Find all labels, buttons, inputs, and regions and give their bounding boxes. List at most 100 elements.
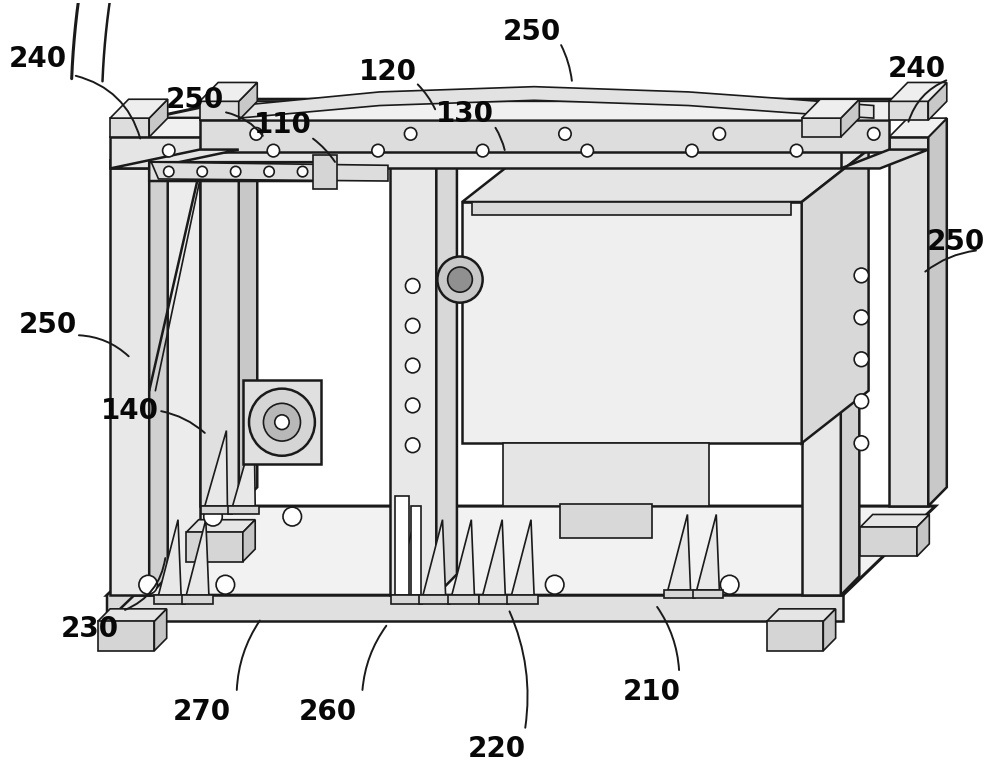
Circle shape bbox=[264, 167, 274, 177]
Polygon shape bbox=[200, 101, 908, 120]
Circle shape bbox=[713, 127, 726, 140]
Circle shape bbox=[405, 438, 420, 453]
Polygon shape bbox=[200, 82, 257, 101]
Circle shape bbox=[405, 398, 420, 412]
Circle shape bbox=[297, 167, 308, 177]
Polygon shape bbox=[511, 520, 534, 595]
Circle shape bbox=[854, 436, 869, 450]
Polygon shape bbox=[802, 141, 859, 160]
Polygon shape bbox=[233, 430, 255, 506]
Polygon shape bbox=[664, 590, 695, 598]
Polygon shape bbox=[823, 609, 836, 651]
Circle shape bbox=[263, 403, 300, 441]
Polygon shape bbox=[110, 118, 859, 137]
Polygon shape bbox=[110, 118, 149, 137]
Polygon shape bbox=[110, 150, 239, 168]
Polygon shape bbox=[479, 595, 509, 604]
Circle shape bbox=[197, 167, 207, 177]
Polygon shape bbox=[767, 609, 836, 621]
Polygon shape bbox=[200, 139, 239, 506]
Polygon shape bbox=[98, 621, 154, 651]
Circle shape bbox=[559, 127, 571, 140]
Polygon shape bbox=[149, 99, 168, 137]
Polygon shape bbox=[239, 120, 257, 506]
Polygon shape bbox=[149, 162, 323, 181]
Polygon shape bbox=[507, 595, 538, 604]
Polygon shape bbox=[423, 520, 446, 595]
Circle shape bbox=[448, 267, 472, 292]
Polygon shape bbox=[110, 160, 149, 595]
Circle shape bbox=[231, 167, 241, 177]
Circle shape bbox=[283, 507, 302, 526]
Polygon shape bbox=[200, 120, 257, 139]
Polygon shape bbox=[483, 520, 505, 595]
Polygon shape bbox=[802, 150, 869, 443]
Polygon shape bbox=[107, 506, 200, 621]
Polygon shape bbox=[462, 202, 802, 443]
Circle shape bbox=[854, 268, 869, 283]
Polygon shape bbox=[503, 443, 709, 506]
Circle shape bbox=[581, 144, 593, 157]
Polygon shape bbox=[889, 137, 928, 506]
Circle shape bbox=[854, 310, 869, 325]
Polygon shape bbox=[841, 141, 859, 595]
Circle shape bbox=[139, 575, 157, 594]
Polygon shape bbox=[928, 82, 947, 120]
Polygon shape bbox=[186, 520, 255, 532]
Polygon shape bbox=[182, 595, 213, 604]
Polygon shape bbox=[860, 527, 917, 557]
Text: 240: 240 bbox=[9, 45, 67, 73]
Circle shape bbox=[163, 144, 175, 157]
Text: 250: 250 bbox=[19, 311, 77, 338]
Polygon shape bbox=[243, 380, 321, 464]
Circle shape bbox=[476, 144, 489, 157]
Polygon shape bbox=[889, 118, 947, 137]
Circle shape bbox=[372, 144, 384, 157]
Circle shape bbox=[216, 575, 235, 594]
Polygon shape bbox=[391, 595, 422, 604]
Polygon shape bbox=[462, 150, 869, 202]
Polygon shape bbox=[889, 82, 947, 101]
Circle shape bbox=[854, 352, 869, 367]
Circle shape bbox=[790, 144, 803, 157]
Text: 250: 250 bbox=[927, 228, 985, 256]
Text: 210: 210 bbox=[622, 678, 680, 705]
Polygon shape bbox=[436, 116, 457, 595]
Circle shape bbox=[204, 507, 222, 526]
Circle shape bbox=[249, 389, 315, 456]
Text: 250: 250 bbox=[165, 86, 224, 114]
Polygon shape bbox=[560, 504, 652, 537]
Circle shape bbox=[437, 257, 483, 303]
Polygon shape bbox=[243, 520, 255, 561]
Polygon shape bbox=[313, 155, 337, 190]
Polygon shape bbox=[767, 621, 823, 651]
Circle shape bbox=[164, 167, 174, 177]
Circle shape bbox=[868, 127, 880, 140]
Polygon shape bbox=[697, 514, 719, 590]
Text: 120: 120 bbox=[359, 58, 417, 86]
Polygon shape bbox=[107, 595, 843, 621]
Text: 130: 130 bbox=[436, 100, 494, 128]
Circle shape bbox=[250, 127, 262, 140]
Circle shape bbox=[720, 575, 739, 594]
Polygon shape bbox=[390, 116, 457, 137]
Polygon shape bbox=[186, 520, 209, 595]
Circle shape bbox=[545, 575, 564, 594]
Polygon shape bbox=[693, 590, 723, 598]
Text: 220: 220 bbox=[468, 736, 526, 763]
Polygon shape bbox=[889, 101, 928, 120]
Polygon shape bbox=[201, 506, 232, 514]
Polygon shape bbox=[154, 609, 167, 651]
Polygon shape bbox=[841, 150, 928, 168]
Polygon shape bbox=[452, 520, 474, 595]
Text: 270: 270 bbox=[173, 698, 231, 726]
Polygon shape bbox=[228, 506, 259, 514]
Text: 140: 140 bbox=[101, 396, 159, 425]
Polygon shape bbox=[390, 137, 436, 595]
Polygon shape bbox=[419, 595, 450, 604]
Circle shape bbox=[405, 318, 420, 333]
Polygon shape bbox=[802, 99, 859, 118]
Polygon shape bbox=[395, 520, 418, 595]
Text: 260: 260 bbox=[299, 698, 357, 726]
Polygon shape bbox=[149, 139, 200, 595]
